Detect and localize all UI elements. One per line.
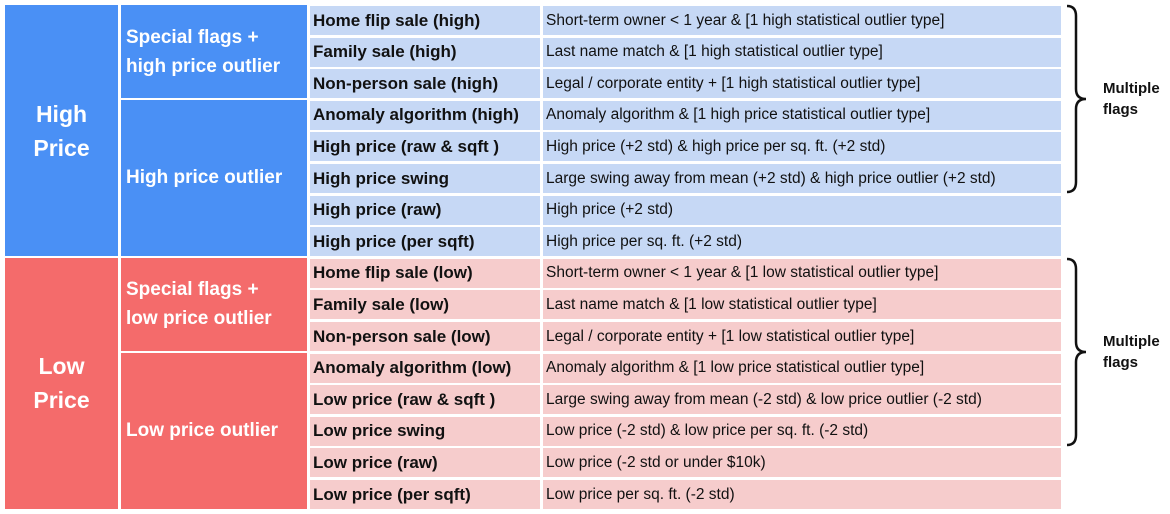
subgroup-label-line: High price outlier bbox=[126, 167, 283, 189]
subgroup-label-line: Special flags + bbox=[126, 279, 259, 301]
group-label-low: Low Price bbox=[5, 257, 118, 509]
subgroup-label: Low price outlier bbox=[121, 352, 307, 509]
flag-name-cell: High price (raw & sqft ) bbox=[310, 132, 540, 162]
subgroup-label-line: Low price outlier bbox=[126, 420, 279, 442]
subgroup-label-line: high price outlier bbox=[126, 55, 281, 77]
brace-label-line: Multiple bbox=[1103, 332, 1160, 350]
flag-description-cell: Last name match & [1 high statistical ou… bbox=[543, 37, 1061, 67]
flag-name-cell: High price (raw) bbox=[310, 195, 540, 225]
flag-name-cell: Non-person sale (high) bbox=[310, 69, 540, 99]
brace-label: Multiple flags bbox=[1103, 78, 1160, 120]
right-curly-brace-icon bbox=[1064, 257, 1104, 447]
flag-name-cell: Home flip sale (high) bbox=[310, 6, 540, 35]
group-label-line: Price bbox=[33, 387, 90, 414]
brace-svg bbox=[1066, 257, 1087, 447]
brace-label-line: flags bbox=[1103, 353, 1139, 371]
flag-name-cell: Family sale (low) bbox=[310, 290, 540, 320]
flag-description-cell: Legal / corporate entity + [1 low statis… bbox=[543, 322, 1061, 351]
flag-description-cell: Anomaly algorithm & [1 low price statist… bbox=[543, 353, 1061, 383]
group-label-high: High Price bbox=[5, 5, 118, 257]
flag-name-cell: Anomaly algorithm (low) bbox=[310, 353, 540, 383]
flag-name-cell: Family sale (high) bbox=[310, 37, 540, 67]
flag-name-cell: Anomaly algorithm (high) bbox=[310, 100, 540, 130]
brace-label-line: Multiple bbox=[1103, 80, 1160, 97]
group-label-line: Low bbox=[38, 353, 85, 380]
brace-label: Multiple flags bbox=[1103, 331, 1160, 373]
brace-path bbox=[1066, 257, 1087, 447]
subgroup-label-text: High price outlier bbox=[126, 163, 282, 192]
flag-description-cell: High price (+2 std) bbox=[543, 195, 1061, 225]
group-label-text: Low Price bbox=[33, 349, 89, 417]
flag-description-cell: Low price per sq. ft. (-2 std) bbox=[543, 480, 1061, 509]
flag-description-cell: Anomaly algorithm & [1 high price statis… bbox=[543, 100, 1061, 130]
subgroup-label-text: Special flags + low price outlier bbox=[126, 275, 272, 333]
flag-description-cell: Low price (-2 std) & low price per sq. f… bbox=[543, 416, 1061, 446]
subgroup-label-text: Special flags + high price outlier bbox=[126, 23, 280, 81]
subgroup-label-text: Low price outlier bbox=[126, 416, 278, 445]
brace-label-line: flags bbox=[1103, 101, 1139, 118]
flag-name-cell: Low price (raw & sqft ) bbox=[310, 385, 540, 415]
flag-name-cell: High price swing bbox=[310, 164, 540, 193]
group-label-line: High bbox=[35, 100, 88, 127]
group-label-text: High Price bbox=[33, 97, 89, 165]
group-label-line: Price bbox=[33, 134, 90, 161]
flag-description-cell: Large swing away from mean (-2 std) & lo… bbox=[543, 385, 1061, 415]
subgroup-label: Special flags + high price outlier bbox=[121, 5, 307, 99]
flag-name-cell: Non-person sale (low) bbox=[310, 322, 540, 351]
subgroup-label: High price outlier bbox=[121, 99, 307, 257]
flag-name-cell: Low price (raw) bbox=[310, 448, 540, 478]
flag-description-cell: Low price (-2 std or under $10k) bbox=[543, 448, 1061, 478]
flag-name-cell: High price (per sqft) bbox=[310, 227, 540, 257]
brace-path bbox=[1066, 4, 1087, 194]
flag-description-cell: Legal / corporate entity + [1 high stati… bbox=[543, 69, 1061, 99]
subgroup-label-line: low price outlier bbox=[126, 308, 272, 330]
flag-description-cell: Short-term owner < 1 year & [1 low stati… bbox=[543, 258, 1061, 288]
flag-description-cell: Short-term owner < 1 year & [1 high stat… bbox=[543, 6, 1061, 35]
flag-description-cell: Large swing away from mean (+2 std) & hi… bbox=[543, 164, 1061, 193]
flag-description-cell: Last name match & [1 low statistical out… bbox=[543, 290, 1061, 320]
flag-name-cell: Home flip sale (low) bbox=[310, 258, 540, 288]
flag-description-cell: High price (+2 std) & high price per sq.… bbox=[543, 132, 1061, 162]
subgroup-label: Special flags + low price outlier bbox=[121, 257, 307, 351]
flag-name-cell: Low price swing bbox=[310, 416, 540, 446]
right-curly-brace-icon bbox=[1064, 4, 1104, 194]
subgroup-label-line: Special flags + bbox=[126, 26, 259, 48]
flag-name-cell: Low price (per sqft) bbox=[310, 480, 540, 509]
flag-description-cell: High price per sq. ft. (+2 std) bbox=[543, 227, 1061, 257]
brace-svg bbox=[1066, 4, 1087, 194]
